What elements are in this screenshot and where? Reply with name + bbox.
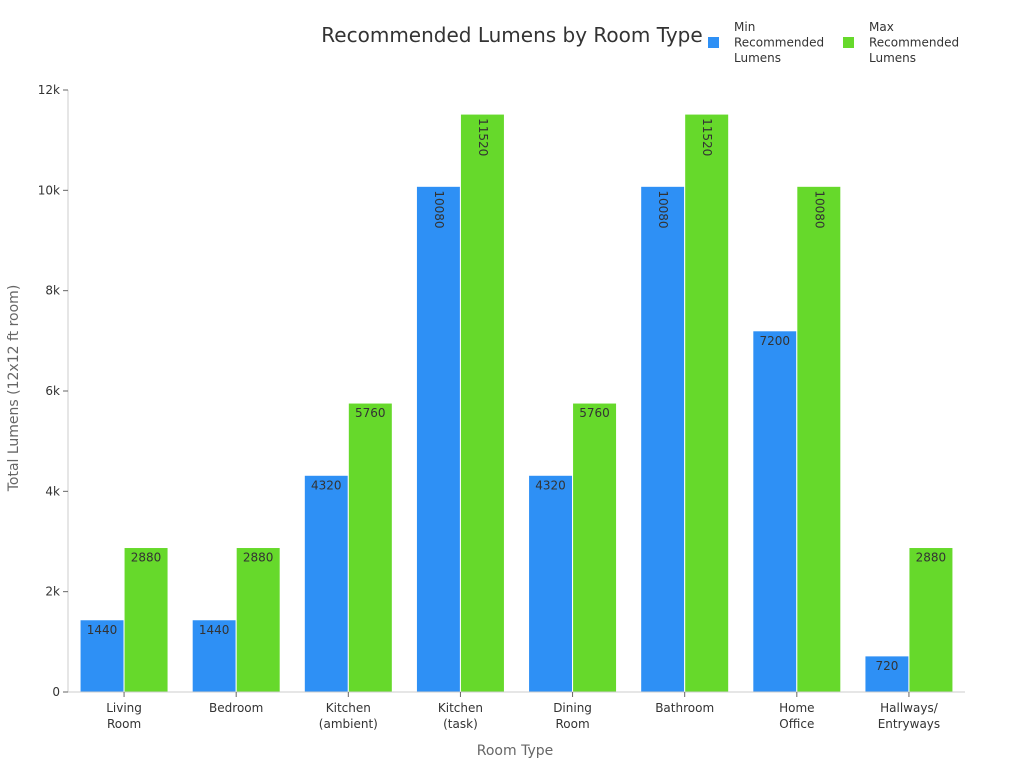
x-tick-label: (ambient) <box>319 717 378 731</box>
bar <box>528 474 574 693</box>
x-tick-label: Room <box>555 717 589 731</box>
bar <box>303 474 349 693</box>
bar-value-label: 7200 <box>760 334 791 348</box>
y-tick-label: 10k <box>38 183 60 197</box>
x-tick-label: Bedroom <box>209 701 263 715</box>
x-tick-label: Entryways <box>878 717 940 731</box>
y-tick-label: 0 <box>52 685 60 699</box>
bar <box>459 113 505 693</box>
bar-value-label: 2880 <box>243 551 274 565</box>
x-axis-title: Room Type <box>477 743 553 759</box>
bar-value-label: 10080 <box>432 190 446 228</box>
x-axis: Living Room Bedroom Kitchen (ambient) Kitchen… <box>68 691 965 731</box>
x-tick-label: (task) <box>443 717 478 731</box>
bar-value-label: 4320 <box>311 478 342 492</box>
bar <box>908 547 954 693</box>
legend-label: Lumens <box>869 51 916 65</box>
bar <box>123 547 169 693</box>
bar <box>684 113 730 693</box>
y-axis: 0 2k 4k 6k 8k 10k 12k <box>38 83 69 699</box>
x-tick-label: Kitchen <box>326 701 371 715</box>
bar <box>415 185 461 693</box>
x-tick-label: Bathroom <box>655 701 714 715</box>
y-tick-label: 2k <box>45 585 60 599</box>
bar-value-label: 720 <box>875 659 898 673</box>
x-tick-label: Kitchen <box>438 701 483 715</box>
bar-value-label: 4320 <box>535 478 566 492</box>
bars: 1440 2880 1440 2880 4320 5760 10080 11520 4320 57… <box>79 113 954 693</box>
legend-swatch <box>843 37 854 48</box>
y-tick-label: 4k <box>45 484 60 498</box>
x-tick-label: Dining <box>553 701 592 715</box>
bar-value-label: 1440 <box>87 623 118 637</box>
bar-value-label: 2880 <box>916 551 947 565</box>
x-tick-label: Room <box>107 717 141 731</box>
legend-label: Recommended <box>734 36 824 50</box>
x-tick-label: Office <box>779 717 814 731</box>
x-tick-label: Hallways/ <box>880 701 939 715</box>
y-tick-label: 6k <box>45 384 60 398</box>
x-tick-label: Home <box>779 701 814 715</box>
y-tick-label: 12k <box>38 83 60 97</box>
legend-swatch <box>708 37 719 48</box>
legend-label: Recommended <box>869 36 959 50</box>
bar <box>347 402 393 693</box>
bar-value-label: 10080 <box>656 190 670 228</box>
y-axis-title: Total Lumens (12x12 ft room) <box>6 285 22 493</box>
y-tick-label: 8k <box>45 284 60 298</box>
chart-title: Recommended Lumens by Room Type <box>321 23 702 47</box>
legend-label: Min <box>734 20 755 34</box>
bar <box>235 547 281 693</box>
bar-value-label: 10080 <box>812 190 826 228</box>
bar <box>640 185 686 693</box>
bar-value-label: 2880 <box>131 551 162 565</box>
legend-label: Max <box>869 20 894 34</box>
bar <box>572 402 618 693</box>
bar <box>752 330 798 693</box>
bar-value-label: 5760 <box>355 406 386 420</box>
bar-value-label: 11520 <box>476 118 490 156</box>
bar-value-label: 1440 <box>199 623 230 637</box>
bar <box>79 619 125 693</box>
legend-label: Lumens <box>734 51 781 65</box>
bar <box>796 185 842 693</box>
x-tick-label: Living <box>106 701 142 715</box>
bar-value-label: 5760 <box>579 406 610 420</box>
bar-value-label: 11520 <box>700 118 714 156</box>
